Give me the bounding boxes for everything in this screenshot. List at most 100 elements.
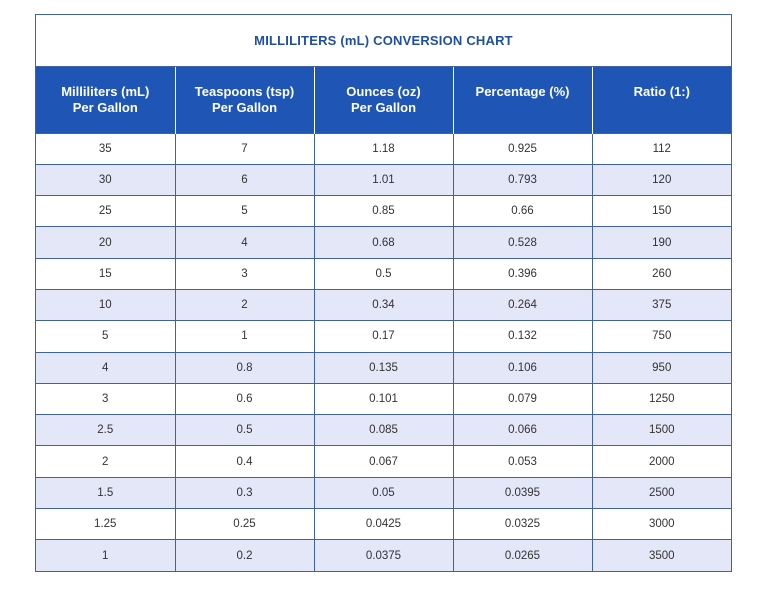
cell-percentage: 0.66 [452, 195, 593, 228]
cell-ounces: 0.0425 [313, 508, 454, 541]
chart-title: MILLILITERS (mL) CONVERSION CHART [36, 15, 731, 67]
cell-teaspoons: 6 [174, 163, 315, 197]
cell-percentage: 0.079 [452, 382, 593, 416]
cell-percentage: 0.528 [452, 226, 593, 259]
cell-ratio: 3000 [591, 508, 731, 541]
cell-ratio: 750 [591, 320, 731, 353]
table-row: 4 0.8 0.135 0.106 950 [36, 351, 731, 384]
cell-milliliters: 3 [36, 382, 176, 416]
cell-teaspoons: 1 [174, 320, 315, 353]
cell-teaspoons: 0.4 [174, 445, 315, 478]
header-ounces-line1: Ounces (oz) [346, 84, 421, 99]
conversion-chart: MILLILITERS (mL) CONVERSION CHART Millil… [35, 14, 732, 572]
cell-ratio: 3500 [591, 539, 731, 571]
header-ratio-line1: Ratio (1:) [633, 84, 690, 99]
cell-teaspoons: 0.25 [174, 508, 315, 541]
cell-milliliters: 1.5 [36, 476, 176, 510]
cell-ratio: 190 [591, 226, 731, 259]
header-teaspoons-line2: Per Gallon [211, 100, 278, 115]
cell-percentage: 0.396 [452, 257, 593, 290]
cell-ounces: 1.18 [313, 132, 454, 165]
cell-percentage: 0.0265 [452, 539, 593, 571]
table-row: 2 0.4 0.067 0.053 2000 [36, 445, 731, 478]
cell-teaspoons: 0.5 [174, 414, 315, 447]
table-row: 5 1 0.17 0.132 750 [36, 320, 731, 353]
table-row: 30 6 1.01 0.793 120 [36, 163, 731, 197]
cell-milliliters: 35 [36, 132, 176, 165]
cell-percentage: 0.0395 [452, 476, 593, 510]
cell-percentage: 0.132 [452, 320, 593, 353]
cell-ounces: 0.067 [313, 445, 454, 478]
cell-ounces: 0.085 [313, 414, 454, 447]
header-teaspoons-line1: Teaspoons (tsp) [194, 84, 295, 99]
cell-teaspoons: 0.3 [174, 476, 315, 510]
cell-percentage: 0.0325 [452, 508, 593, 541]
table-row: 3 0.6 0.101 0.079 1250 [36, 382, 731, 416]
cell-milliliters: 10 [36, 288, 176, 322]
cell-milliliters: 5 [36, 320, 176, 353]
cell-percentage: 0.793 [452, 163, 593, 197]
cell-ounces: 0.05 [313, 476, 454, 510]
cell-percentage: 0.066 [452, 414, 593, 447]
header-ratio: Ratio (1:) [591, 67, 731, 133]
cell-ounces: 0.5 [313, 257, 454, 290]
table-row: 20 4 0.68 0.528 190 [36, 226, 731, 259]
table-body: 35 7 1.18 0.925 112 30 6 1.01 0.793 120 25 5 0.85 0.6… [36, 132, 731, 571]
cell-teaspoons: 0.6 [174, 382, 315, 416]
cell-teaspoons: 0.2 [174, 539, 315, 571]
cell-percentage: 0.053 [452, 445, 593, 478]
cell-ounces: 0.101 [313, 382, 454, 416]
cell-ratio: 1250 [591, 382, 731, 416]
cell-ratio: 260 [591, 257, 731, 290]
cell-ratio: 150 [591, 195, 731, 228]
conversion-table: Milliliters (mL) Per Gallon Teaspoons (t… [36, 67, 731, 571]
header-milliliters-line2: Per Gallon [72, 100, 138, 115]
header-milliliters: Milliliters (mL) Per Gallon [36, 67, 176, 133]
cell-milliliters: 1.25 [36, 508, 176, 541]
cell-ounces: 0.68 [313, 226, 454, 259]
header-milliliters-line1: Milliliters (mL) [61, 84, 150, 99]
header-ounces: Ounces (oz) Per Gallon [313, 67, 454, 133]
cell-milliliters: 2.5 [36, 414, 176, 447]
cell-ounces: 1.01 [313, 163, 454, 197]
table-row: 2.5 0.5 0.085 0.066 1500 [36, 414, 731, 447]
header-teaspoons: Teaspoons (tsp) Per Gallon [174, 67, 315, 133]
cell-milliliters: 4 [36, 351, 176, 384]
header-percentage: Percentage (%) [452, 67, 593, 133]
cell-teaspoons: 0.8 [174, 351, 315, 384]
cell-percentage: 0.106 [452, 351, 593, 384]
cell-ounces: 0.34 [313, 288, 454, 322]
cell-teaspoons: 5 [174, 195, 315, 228]
table-row: 35 7 1.18 0.925 112 [36, 132, 731, 165]
cell-ratio: 2000 [591, 445, 731, 478]
cell-ounces: 0.85 [313, 195, 454, 228]
cell-ounces: 0.135 [313, 351, 454, 384]
table-row: 1.25 0.25 0.0425 0.0325 3000 [36, 508, 731, 541]
cell-ratio: 2500 [591, 476, 731, 510]
cell-milliliters: 25 [36, 195, 176, 228]
table-row: 1 0.2 0.0375 0.0265 3500 [36, 539, 731, 571]
cell-ratio: 120 [591, 163, 731, 197]
cell-ounces: 0.0375 [313, 539, 454, 571]
table-row: 15 3 0.5 0.396 260 [36, 257, 731, 290]
cell-milliliters: 2 [36, 445, 176, 478]
cell-teaspoons: 7 [174, 132, 315, 165]
cell-milliliters: 20 [36, 226, 176, 259]
header-ounces-line2: Per Gallon [350, 100, 417, 115]
cell-teaspoons: 4 [174, 226, 315, 259]
cell-ratio: 375 [591, 288, 731, 322]
cell-teaspoons: 3 [174, 257, 315, 290]
cell-teaspoons: 2 [174, 288, 315, 322]
cell-percentage: 0.264 [452, 288, 593, 322]
cell-ounces: 0.17 [313, 320, 454, 353]
cell-ratio: 1500 [591, 414, 731, 447]
cell-milliliters: 1 [36, 539, 176, 571]
cell-milliliters: 15 [36, 257, 176, 290]
cell-percentage: 0.925 [452, 132, 593, 165]
cell-ratio: 112 [591, 132, 731, 165]
cell-milliliters: 30 [36, 163, 176, 197]
header-percentage-line1: Percentage (%) [475, 84, 570, 99]
table-row: 25 5 0.85 0.66 150 [36, 195, 731, 228]
table-row: 1.5 0.3 0.05 0.0395 2500 [36, 476, 731, 510]
cell-ratio: 950 [591, 351, 731, 384]
